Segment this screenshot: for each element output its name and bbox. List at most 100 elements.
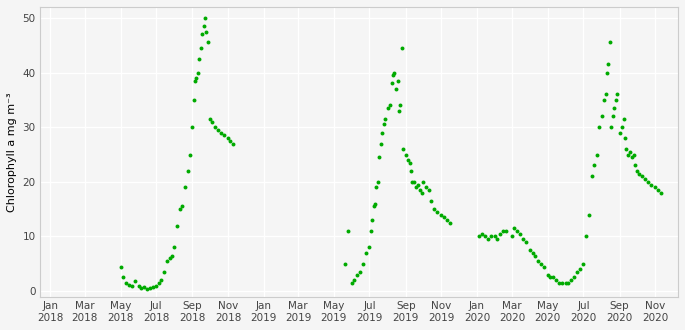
Point <box>395 103 406 108</box>
Point <box>378 122 389 127</box>
Point <box>407 179 418 184</box>
Point <box>416 190 427 195</box>
Point <box>205 116 216 122</box>
Point <box>498 228 509 234</box>
Point <box>171 223 182 228</box>
Point <box>575 267 586 272</box>
Point <box>365 228 376 234</box>
Point <box>556 280 567 285</box>
Point <box>219 133 229 138</box>
Point <box>610 97 621 103</box>
Point <box>619 136 630 141</box>
Point <box>174 207 185 212</box>
Point <box>583 212 594 217</box>
Point <box>210 124 221 130</box>
Point <box>193 56 204 61</box>
Point <box>408 179 419 184</box>
Point <box>198 23 209 29</box>
Point <box>438 215 449 220</box>
Point <box>188 97 199 103</box>
Point <box>634 171 645 176</box>
Point <box>545 275 556 280</box>
Point <box>612 92 623 97</box>
Point <box>369 201 380 206</box>
Point <box>643 179 653 184</box>
Point <box>624 149 635 154</box>
Point <box>614 130 625 135</box>
Point <box>225 138 236 144</box>
Point <box>619 116 630 122</box>
Point <box>404 160 415 165</box>
Point <box>349 278 360 283</box>
Point <box>569 275 580 280</box>
Point <box>601 70 612 75</box>
Point <box>543 272 553 278</box>
Point <box>403 157 414 163</box>
Point <box>490 234 501 239</box>
Point <box>360 250 371 255</box>
Point <box>126 283 137 288</box>
Point <box>147 284 158 289</box>
Y-axis label: Chlorophyll a mg m⁻³: Chlorophyll a mg m⁻³ <box>7 92 17 212</box>
Point <box>592 152 603 157</box>
Point <box>141 287 152 292</box>
Point <box>602 62 613 67</box>
Point <box>586 174 597 179</box>
Point <box>640 177 651 182</box>
Point <box>398 147 409 152</box>
Point <box>400 152 411 157</box>
Point <box>396 45 407 50</box>
Point <box>530 253 541 258</box>
Point <box>376 130 387 135</box>
Point <box>420 185 431 190</box>
Point <box>358 261 369 266</box>
Point <box>551 278 562 283</box>
Point <box>589 163 600 168</box>
Point <box>441 217 452 223</box>
Point <box>180 185 191 190</box>
Point <box>151 283 162 288</box>
Point <box>393 108 404 114</box>
Point <box>340 261 351 266</box>
Point <box>509 226 520 231</box>
Point <box>538 264 549 269</box>
Point <box>596 114 607 119</box>
Point <box>604 40 615 45</box>
Point <box>372 179 383 184</box>
Point <box>347 280 358 285</box>
Point <box>621 147 632 152</box>
Point <box>164 256 175 261</box>
Point <box>153 280 164 285</box>
Point <box>364 245 375 250</box>
Point <box>474 234 485 239</box>
Point <box>599 97 610 103</box>
Point <box>607 114 618 119</box>
Point <box>195 45 206 50</box>
Point <box>501 228 512 234</box>
Point <box>187 124 198 130</box>
Point <box>600 92 611 97</box>
Point <box>392 78 403 83</box>
Point <box>426 198 437 204</box>
Point <box>414 187 425 193</box>
Point <box>553 280 564 285</box>
Point <box>177 204 188 209</box>
Point <box>197 32 208 37</box>
Point <box>216 130 227 135</box>
Point <box>145 286 155 291</box>
Point <box>410 185 421 190</box>
Point <box>382 105 393 111</box>
Point <box>121 280 132 285</box>
Point <box>190 75 201 81</box>
Point <box>578 261 589 266</box>
Point <box>492 237 503 242</box>
Point <box>366 217 377 223</box>
Point <box>637 174 648 179</box>
Point <box>406 168 416 174</box>
Point <box>429 207 440 212</box>
Point <box>547 275 558 280</box>
Point <box>444 220 455 225</box>
Point <box>351 272 362 278</box>
Point <box>418 179 429 184</box>
Point <box>368 204 379 209</box>
